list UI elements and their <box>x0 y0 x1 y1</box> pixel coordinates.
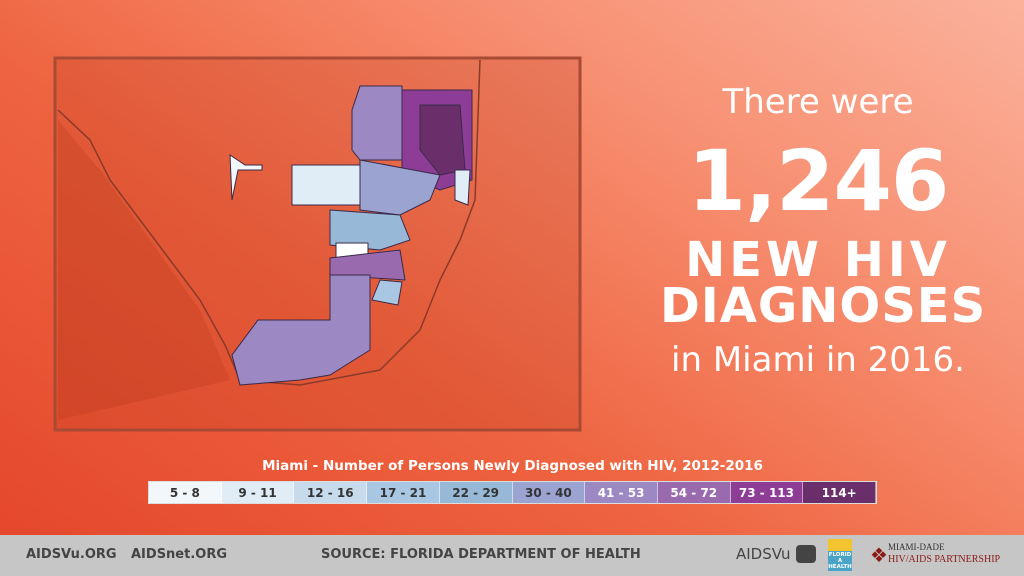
legend-bin: 30 - 40 <box>512 482 586 503</box>
legend-bin: 12 - 16 <box>294 482 368 503</box>
red-ribbon-icon: ❖ <box>870 543 888 567</box>
legend-bin: 5 - 8 <box>149 482 222 503</box>
aidsnet-link[interactable]: AIDSnet.ORG <box>131 547 228 562</box>
headline-intro: There were <box>722 82 914 122</box>
legend-bin: 54 - 72 <box>657 482 731 503</box>
land-shading <box>58 120 230 420</box>
legend-bin: 41 - 53 <box>585 482 658 503</box>
legend-bin: 9 - 11 <box>221 482 295 503</box>
aidsvu-logo: AIDSVu <box>736 545 791 563</box>
florida-health-logo: FLORIDA HEALTH <box>828 539 852 571</box>
zip-regions <box>229 85 473 386</box>
headline-diagnoses: DIAGNOSES <box>660 278 987 334</box>
florida-health-logo-text: FLORIDA HEALTH <box>828 552 852 570</box>
headline-new-hiv: NEW HIV <box>685 232 951 288</box>
source-text: SOURCE: FLORIDA DEPARTMENT OF HEALTH <box>321 547 641 562</box>
legend-title: Miami - Number of Persons Newly Diagnose… <box>262 458 763 474</box>
headline-location-year: in Miami in 2016. <box>671 340 965 380</box>
usa-map-icon <box>796 545 816 563</box>
legend-bin: 17 - 21 <box>367 482 440 503</box>
headline-count: 1,246 <box>687 132 950 230</box>
partnership-logo-top: MIAMI-DADE <box>888 542 945 552</box>
legend-bin: 22 - 29 <box>439 482 513 503</box>
legend-bin: 73 - 113 <box>730 482 804 503</box>
partnership-logo-bottom: HIV/AIDS PARTNERSHIP <box>888 554 1001 565</box>
legend-bin: 114+ <box>803 482 877 503</box>
aidsvu-link[interactable]: AIDSVu.ORG <box>26 547 117 562</box>
footer: AIDSVu.ORG AIDSnet.ORG SOURCE: FLORIDA D… <box>0 535 1024 576</box>
